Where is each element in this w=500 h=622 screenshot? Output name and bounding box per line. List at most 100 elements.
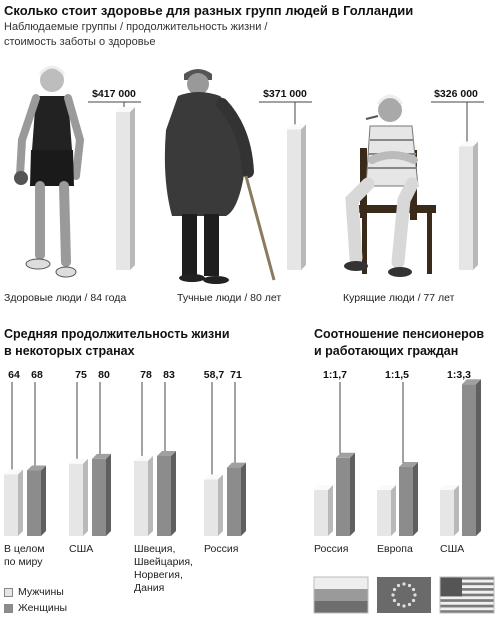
cost-bar-healthy-front [116, 112, 130, 270]
women-bar-scandinavia-top [157, 451, 176, 456]
label-scandinavia-men: 78 [140, 369, 152, 381]
eu-flag-star [396, 583, 401, 588]
pensioners-bar-russia-front [314, 490, 328, 536]
cost-bar-smokers-top [459, 141, 478, 147]
life-expectancy-title-1: Средняя продолжительность жизни [4, 327, 230, 341]
workers-bar-usa-side [476, 379, 481, 536]
women-bar-russia-front [227, 467, 241, 536]
men-bar-scandinavia-side [148, 455, 153, 536]
pensioners-bar-russia-side [328, 485, 333, 536]
pensioners-bar-europe-front [377, 490, 391, 536]
women-bar-usa [92, 453, 111, 536]
pensioners-bar-russia-top [314, 485, 333, 490]
healthy-man-photo [14, 65, 85, 278]
smoker-man-crossed-arms [368, 151, 418, 164]
smoker-man-head [378, 98, 402, 122]
pensioners-bar-usa-top [440, 485, 459, 490]
eu-flag-star [391, 593, 395, 597]
healthy-man-left-arm [16, 94, 40, 179]
pensioners-bar-usa-side [454, 485, 459, 536]
russia-flag-stripe-red [314, 601, 368, 613]
eu-flag-star [396, 602, 401, 607]
obese-man-right-shoe [203, 276, 229, 284]
pensioners-bar-europe [377, 485, 396, 536]
russia-flag-stripe-white [314, 577, 368, 589]
women-bar-world [27, 465, 46, 536]
women-bar-scandinavia [157, 451, 176, 536]
women-bar-world-top [27, 465, 46, 471]
life-expectancy-title-2: в некоторых странах [4, 344, 135, 358]
ratio-category-russia: Россия [314, 543, 349, 555]
women-bar-scandinavia-side [171, 451, 176, 536]
caption-smokers: Курящие люди / 77 лет [343, 292, 455, 304]
smoker-man-photo [344, 94, 436, 277]
smoker-man-right-leg [391, 177, 419, 269]
label-world-women: 68 [31, 369, 43, 381]
obese-man-coat [164, 92, 245, 216]
women-bar-russia-top [227, 462, 246, 468]
pension-ratio-title-2: и работающих граждан [314, 344, 459, 358]
ratio-label-russia: 1:1,7 [323, 369, 347, 381]
healthy-man-right-leg [59, 181, 71, 267]
legend-swatch-men [4, 587, 13, 597]
usa-flag-canton [440, 577, 462, 597]
women-bar-usa-side [106, 453, 111, 536]
ratio-label-europe: 1:1,5 [385, 369, 409, 381]
usa-flag-stripe [440, 593, 494, 597]
cost-bar-obese [287, 124, 306, 270]
healthy-man-shirt [32, 96, 72, 150]
men-bar-scandinavia [134, 455, 153, 536]
women-bar-usa-front [92, 458, 106, 536]
obese-man-arm [216, 98, 254, 178]
men-bar-scandinavia-front [134, 460, 148, 536]
chair-leg-front [362, 212, 367, 274]
eu-flag-star [407, 602, 412, 607]
label-world-men: 64 [8, 369, 20, 381]
caption-obese: Тучные люди / 80 лет [177, 292, 282, 304]
pensioners-bar-europe-side [391, 485, 396, 536]
eu-flag-star [411, 598, 416, 603]
pensioners-bar-russia [314, 485, 333, 536]
cost-bar-smokers [459, 141, 478, 270]
value-label-smokers: $326 000 [434, 88, 478, 100]
obese-man-left-leg [182, 214, 197, 276]
pension-ratio-title-1: Соотношение пенсионеров [314, 327, 485, 341]
usa-flag-stripe [440, 579, 494, 583]
eu-flag-star [402, 604, 406, 608]
smoker-man-right-shoe [388, 267, 412, 277]
cost-bar-smokers-side [473, 141, 478, 270]
obese-man-head [187, 73, 209, 95]
smoker-man-left-shoe [344, 261, 368, 271]
usa-flag-stripe [440, 585, 494, 589]
cost-bar-obese-side [301, 124, 306, 270]
eu-flag-star [392, 598, 397, 603]
usa-flag-stripe [440, 582, 494, 586]
cost-bar-healthy-top [116, 107, 135, 112]
russia-flag-icon [313, 576, 369, 614]
eu-flag-star [402, 582, 406, 586]
women-bar-scandinavia-front [157, 456, 171, 536]
ratio-category-usa: США [440, 543, 465, 555]
cost-bar-obese-top [287, 124, 306, 130]
workers-bar-usa [462, 379, 481, 536]
men-bar-world-side [18, 469, 23, 536]
workers-bar-europe [399, 462, 418, 536]
healthy-man-ball [14, 171, 28, 185]
workers-bar-russia-top [336, 452, 355, 458]
smoker-man-left-leg [345, 177, 375, 265]
eu-flag-icon [377, 577, 431, 613]
cost-bar-smokers-front [459, 146, 473, 270]
men-bar-usa-front [69, 463, 83, 536]
category-world: В целом по миру [4, 543, 45, 568]
value-label-obese: $371 000 [263, 88, 307, 100]
workers-bar-russia [336, 452, 355, 536]
women-bar-russia-side [241, 462, 246, 536]
eu-flag-star [392, 587, 397, 592]
page-title: Сколько стоит здоровье для разных групп … [4, 3, 414, 18]
legend-men: Мужчины [4, 586, 64, 598]
ratio-category-europe: Европа [377, 543, 413, 555]
caption-healthy: Здоровые люди / 84 года [4, 292, 127, 304]
cost-bar-healthy [116, 107, 135, 270]
usa-flag-stripe [440, 610, 494, 613]
men-bar-usa-top [69, 458, 88, 464]
